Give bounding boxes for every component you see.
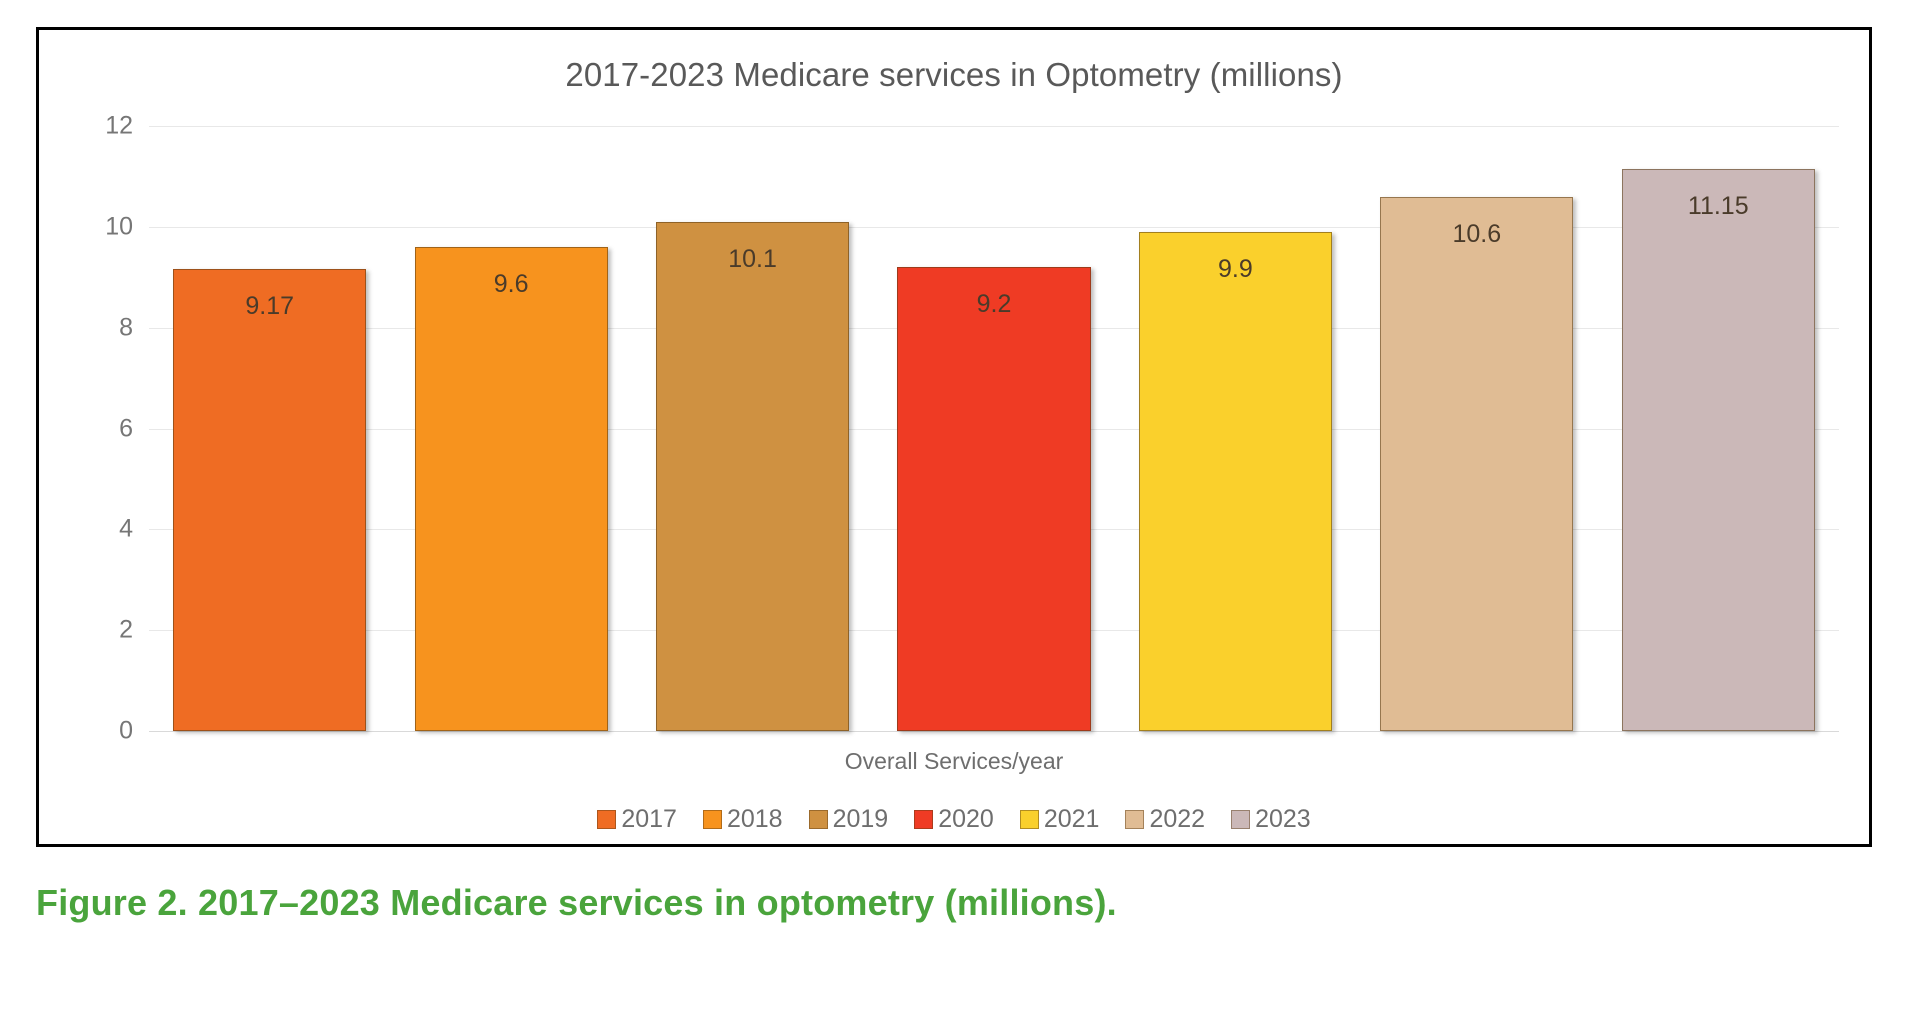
legend-item[interactable]: 2022 <box>1125 805 1205 834</box>
legend-label: 2022 <box>1149 805 1206 833</box>
y-axis-tick-label: 10 <box>105 212 133 241</box>
gridline <box>149 226 1839 228</box>
legend-label: 2019 <box>832 805 889 833</box>
legend-label: 2018 <box>726 805 783 833</box>
legend-swatch-icon <box>597 810 617 829</box>
bar-slot: 9.17 <box>149 126 390 731</box>
bar[interactable]: 9.2 <box>897 267 1091 731</box>
legend-item[interactable]: 2017 <box>597 805 677 834</box>
bar-value-label: 9.9 <box>1218 254 1253 283</box>
legend-label: 2017 <box>621 805 677 833</box>
y-axis-tick-label: 8 <box>119 313 133 342</box>
bar-value-label: 10.1 <box>728 244 777 273</box>
bar-value-label: 11.15 <box>1687 191 1749 220</box>
bar-value-label: 10.6 <box>1452 219 1502 248</box>
bar-slot: 9.9 <box>1115 126 1356 731</box>
bar-slot: 11.15 <box>1598 126 1839 731</box>
y-axis-tick-label: 6 <box>119 414 133 442</box>
bar-value-label: 9.6 <box>493 270 529 298</box>
legend-label: 2023 <box>1255 805 1311 833</box>
figure-caption: Figure 2. 2017–2023 Medicare services in… <box>36 882 1117 923</box>
gridline <box>149 126 1839 127</box>
legend-swatch-icon <box>702 810 722 829</box>
legend-label: 2020 <box>938 805 994 833</box>
bar-slot: 10.1 <box>632 126 873 731</box>
bar-value-label: 9.17 <box>245 291 295 320</box>
bar[interactable]: 10.6 <box>1380 196 1574 731</box>
figure-frame: 2017-2023 Medicare services in Optometry… <box>36 27 1872 847</box>
bar-series: 9.17 9.6 10.1 9.2 9.9 10.6 11.15 <box>149 126 1839 731</box>
y-axis-tick-label: 12 <box>105 111 133 140</box>
bar-slot: 10.6 <box>1356 126 1597 731</box>
y-axis-tick-label: 4 <box>119 514 133 543</box>
y-axis-tick-label: 0 <box>119 716 133 745</box>
legend-swatch-icon <box>808 810 828 829</box>
chart-legend: 2017 2018 2019 2020 2021 2022 2023 <box>39 805 1869 834</box>
bar-slot: 9.6 <box>390 126 631 731</box>
legend-swatch-icon <box>1019 810 1039 829</box>
bar[interactable]: 9.17 <box>173 268 367 731</box>
gridline <box>149 731 1839 732</box>
bar[interactable]: 11.15 <box>1621 168 1815 731</box>
legend-swatch-icon <box>914 810 934 829</box>
chart-title: 2017-2023 Medicare services in Optometry… <box>565 56 1343 93</box>
legend-item[interactable]: 2021 <box>1019 805 1100 834</box>
legend-label: 2021 <box>1043 805 1100 833</box>
legend-swatch-icon <box>1231 810 1251 829</box>
legend-item[interactable]: 2018 <box>702 805 783 834</box>
y-axis-tick-label: 2 <box>119 615 133 644</box>
bar-value-label: 9.2 <box>976 290 1012 319</box>
legend-item[interactable]: 2023 <box>1231 805 1311 834</box>
legend-item[interactable]: 2019 <box>808 805 889 834</box>
bar[interactable]: 10.1 <box>655 221 850 731</box>
bar-chart: 2017-2023 Medicare services in Optometry… <box>39 30 1869 844</box>
plot-area: 0 2 4 6 8 10 12 9.17 9.6 10.1 9.2 9.9 10.6 11.15 <box>105 112 1839 745</box>
x-axis-title: Overall Services/year <box>844 748 1064 774</box>
legend-item[interactable]: 2020 <box>914 805 994 834</box>
bar[interactable]: 9.9 <box>1138 231 1332 731</box>
bar[interactable]: 9.6 <box>414 247 608 731</box>
bar-slot: 9.2 <box>873 126 1114 731</box>
legend-swatch-icon <box>1125 810 1145 829</box>
